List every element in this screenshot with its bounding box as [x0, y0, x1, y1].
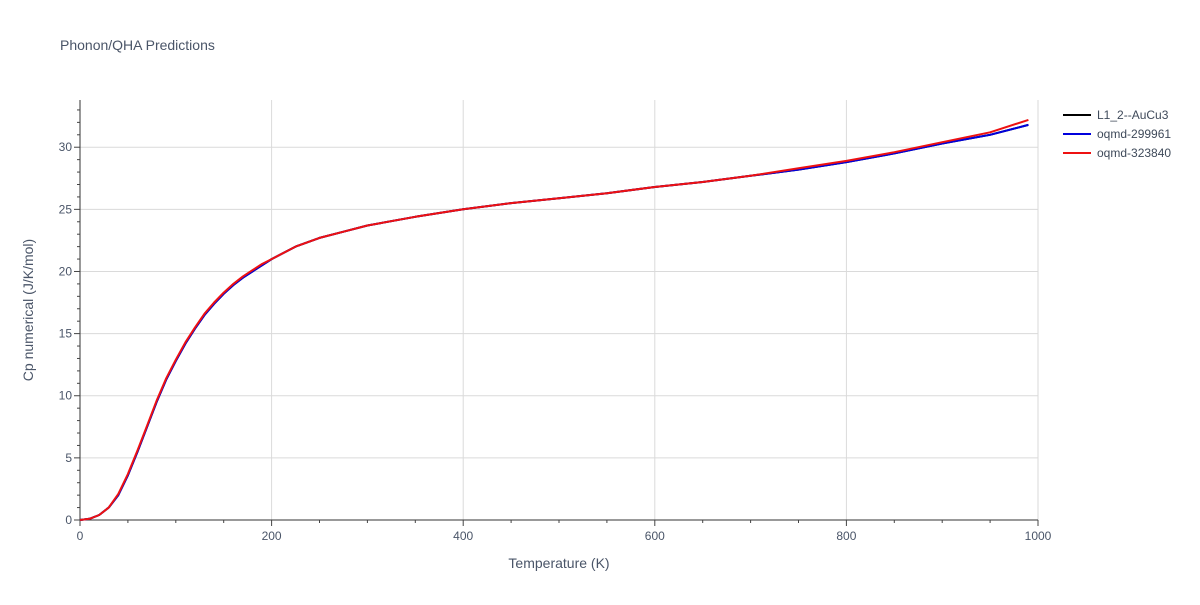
series-lines	[79, 118, 1029, 521]
legend: L1_2--AuCu3 oqmd-299961 oqmd-323840	[1063, 108, 1171, 160]
y-axis-title: Cp numerical (J/K/mol)	[20, 239, 36, 381]
series-line-3	[79, 118, 1029, 521]
y-tick-label: 25	[59, 202, 73, 216]
chart-title: Phonon/QHA Predictions	[60, 37, 215, 53]
y-tick-label: 20	[59, 264, 73, 278]
y-tick-label: 30	[59, 140, 73, 154]
grid-lines	[80, 100, 1039, 520]
x-tick-label: 800	[836, 529, 856, 543]
x-axis-title: Temperature (K)	[508, 555, 609, 571]
legend-label: L1_2--AuCu3	[1097, 108, 1169, 122]
y-tick-label: 10	[59, 389, 73, 403]
axes: 0 200 400 600 800 1000 0 5 10 15 20 25 30	[59, 100, 1052, 543]
x-tick-label: 1000	[1025, 529, 1052, 543]
y-tick-label: 0	[65, 513, 72, 527]
legend-label: oqmd-299961	[1097, 127, 1171, 141]
x-tick-label: 600	[645, 529, 665, 543]
y-tick-label: 5	[65, 451, 72, 465]
series-line-2	[79, 123, 1029, 521]
series-line-1	[79, 123, 1029, 521]
y-tick-label: 15	[59, 327, 73, 341]
x-tick-label: 400	[453, 529, 473, 543]
x-tick-label: 200	[262, 529, 282, 543]
x-tick-label: 0	[77, 529, 84, 543]
legend-label: oqmd-323840	[1097, 146, 1171, 160]
